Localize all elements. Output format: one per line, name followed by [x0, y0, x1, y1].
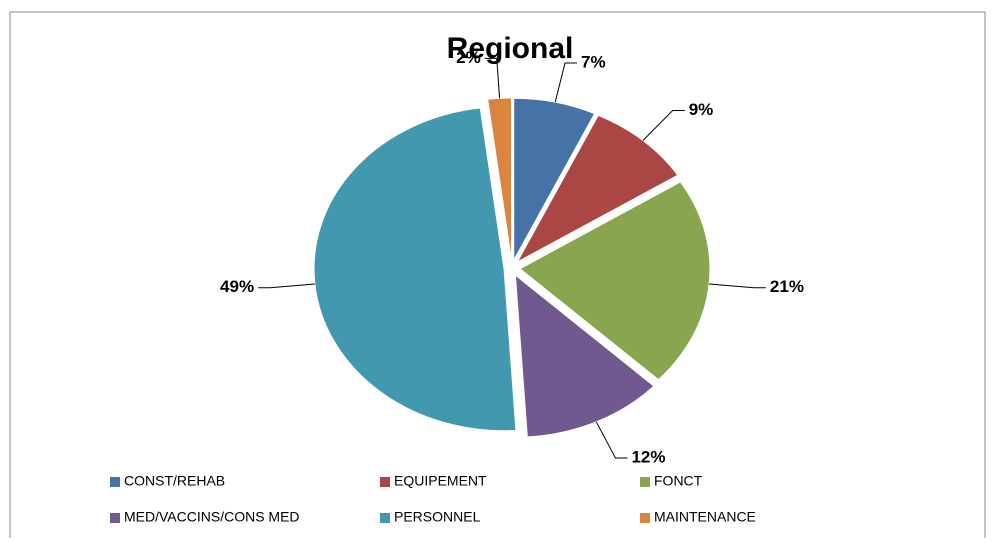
leader-line — [484, 57, 501, 99]
pie-slice — [514, 274, 655, 438]
pie-slice — [513, 97, 596, 261]
leader-line — [595, 421, 628, 459]
legend-label: PERSONNEL — [394, 509, 481, 525]
leader-line — [709, 283, 766, 289]
data-label: 12% — [631, 447, 665, 466]
legend-swatch — [380, 477, 390, 487]
legend-swatch — [110, 513, 120, 523]
legend-swatch — [640, 477, 650, 487]
chart-title: Regional — [447, 32, 574, 65]
leader-line — [258, 283, 315, 289]
data-label: 49% — [220, 277, 254, 296]
legend-label: MAINTENANCE — [654, 509, 756, 525]
legend-label: EQUIPEMENT — [394, 473, 487, 489]
legend-swatch — [640, 513, 650, 523]
legend-swatch — [110, 477, 120, 487]
legend-label: CONST/REHAB — [124, 473, 225, 489]
pie-slice — [313, 107, 517, 432]
legend-label: FONCT — [654, 473, 703, 489]
legend-swatch — [380, 513, 390, 523]
leader-line — [642, 109, 685, 141]
data-label: 21% — [770, 277, 804, 296]
leader-line — [554, 62, 578, 103]
data-label: 2% — [456, 48, 481, 67]
data-label: 9% — [689, 100, 714, 119]
data-label: 7% — [581, 53, 606, 72]
legend-label: MED/VACCINS/CONS MED — [124, 509, 300, 525]
chart-frame — [9, 11, 986, 543]
